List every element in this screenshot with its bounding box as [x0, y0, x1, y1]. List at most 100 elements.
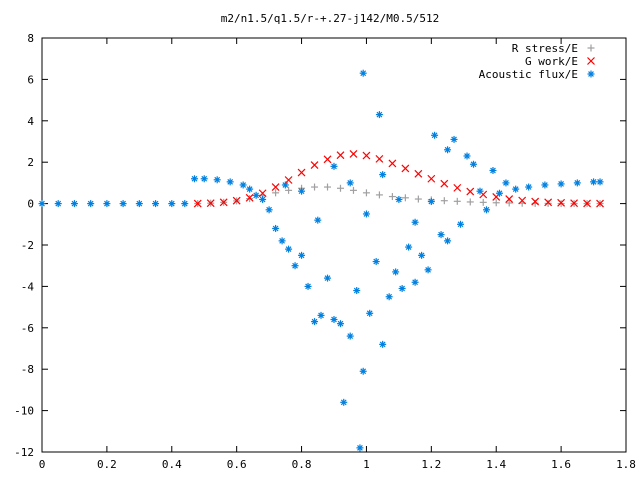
data-point [395, 195, 403, 203]
data-point [330, 316, 338, 324]
data-point [135, 200, 143, 208]
data-point [590, 178, 598, 186]
data-point [285, 245, 293, 253]
data-point [272, 224, 280, 232]
data-point [362, 189, 370, 197]
data-point [70, 200, 78, 208]
data-point [440, 179, 449, 188]
data-point [304, 282, 312, 290]
data-point [265, 206, 273, 214]
data-point [206, 199, 215, 208]
data-point [375, 191, 383, 199]
data-point [259, 195, 267, 203]
x-tick-label: 0 [39, 458, 46, 471]
data-point [437, 231, 445, 239]
data-point [489, 166, 497, 174]
data-point [359, 69, 367, 77]
data-point [570, 199, 579, 208]
data-point [219, 198, 228, 207]
data-point [362, 210, 370, 218]
data-point [324, 183, 332, 191]
data-point [340, 398, 348, 406]
data-point [311, 183, 319, 191]
data-point [531, 197, 540, 206]
data-point [596, 178, 604, 186]
data-point [317, 311, 325, 319]
data-point [232, 196, 241, 205]
data-point [453, 183, 462, 192]
data-point [424, 266, 432, 274]
data-point [453, 197, 461, 205]
data-point [518, 196, 527, 205]
data-point [375, 111, 383, 119]
data-point [583, 199, 591, 208]
data-point [54, 200, 62, 208]
data-point [245, 193, 254, 202]
data-point [311, 318, 319, 326]
data-point [379, 340, 387, 348]
data-point [411, 218, 419, 226]
series-g-work-e [193, 149, 604, 208]
data-point [388, 159, 397, 168]
y-tick-label: -10 [14, 405, 34, 418]
data-point [200, 175, 208, 183]
data-point [298, 187, 306, 195]
y-tick-label: -4 [21, 280, 35, 293]
data-point [411, 278, 419, 286]
legend-label: G work/E [525, 55, 578, 68]
data-point [398, 284, 406, 292]
data-point [103, 200, 111, 208]
data-point [525, 183, 533, 191]
data-point [298, 251, 306, 259]
data-point [479, 198, 487, 206]
data-point [596, 199, 604, 208]
data-point [450, 135, 458, 143]
y-tick-label: 6 [27, 73, 34, 86]
data-point [181, 200, 189, 208]
data-point [38, 200, 46, 208]
series-acoustic-flux-e [38, 69, 604, 452]
data-point [427, 174, 436, 183]
data-point [388, 193, 396, 201]
data-point [466, 187, 475, 196]
data-point [152, 200, 160, 208]
x-tick-label: 1.4 [486, 458, 506, 471]
y-tick-label: -6 [21, 322, 34, 335]
data-point [353, 287, 361, 295]
data-point [476, 187, 484, 195]
data-point [440, 197, 448, 205]
data-point [285, 186, 293, 194]
x-tick-label: 1.2 [421, 458, 441, 471]
data-point [272, 189, 280, 197]
data-point [379, 171, 387, 179]
y-tick-label: 4 [27, 115, 34, 128]
data-point [349, 149, 358, 158]
data-point [336, 320, 344, 328]
data-point [544, 198, 553, 207]
data-point [444, 146, 452, 154]
data-point [457, 220, 465, 228]
x-tick-label: 0.2 [97, 458, 117, 471]
data-point [336, 151, 345, 160]
x-tick-label: 1 [363, 458, 370, 471]
data-point [405, 243, 413, 251]
data-point [544, 199, 552, 207]
data-point [258, 189, 267, 198]
data-point [470, 160, 478, 168]
data-point [284, 176, 293, 184]
data-point [314, 216, 322, 224]
plot-points [38, 69, 604, 452]
data-point [349, 186, 357, 194]
data-point [375, 154, 384, 163]
data-point [541, 181, 549, 189]
data-point [362, 151, 371, 160]
data-point [392, 268, 400, 276]
data-point [505, 199, 513, 207]
data-point [512, 185, 520, 193]
y-tick-label: 2 [27, 156, 34, 169]
data-point [336, 184, 344, 192]
data-point [346, 179, 354, 187]
